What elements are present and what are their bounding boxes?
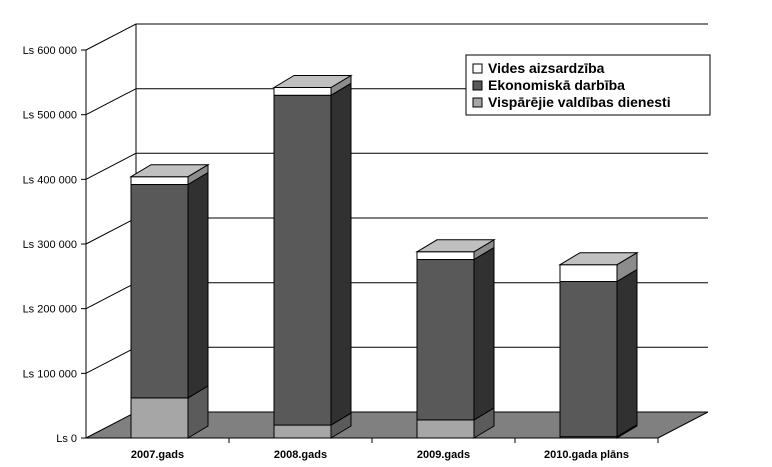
bar-top [129,164,210,178]
bar-front [416,419,475,439]
x-tick-label: 2007.gads [131,449,184,461]
bar-front [416,259,475,421]
bar-2010-gada-plans-vides-aizsardziba [558,251,639,283]
bar-top [415,239,496,253]
bar-2009-gads-vides-aizsardziba [415,238,496,261]
bar-front [273,87,332,96]
legend-box [465,54,711,116]
bar-top [272,75,353,88]
legend-swatch-visparejie-valdibas-dienesti [472,97,483,108]
bar-2008-gads-vides-aizsardziba [272,74,353,97]
y-tick-label: Ls 500 000 [23,110,77,122]
bar-front [559,281,618,438]
x-tick-label: 2008.gads [274,449,327,461]
bar-2010-gada-plans-ekonomiska-darbiba [559,268,638,438]
bar-2007-gads-vides-aizsardziba [129,163,210,186]
bar-side [616,268,638,438]
x-tick-labels: 2007.gads 2008.gads 2009.gads 2010.gada plā… [131,449,629,461]
y-tick-label: Ls 300 000 [23,239,77,251]
bar-2008-gads-ekonomiska-darbiba [273,82,352,426]
bar-front [559,264,618,283]
bar-front [130,397,189,439]
y-tick-label: Ls 200 000 [23,304,77,316]
bar-side [187,171,209,399]
bar-2008-gads-visparejie-valdibas-dienesti [273,412,352,439]
x-tick-label: 2010.gada plāns [544,449,629,461]
bar-front [273,424,332,439]
legend-label-visparejie-valdibas-dienesti: Vispārējie valdības dienesti [488,94,671,110]
legend-swatch-vides-aizsardziba [472,63,483,74]
x-tick-label: 2009.gads [417,449,470,461]
y-tick-label: Ls 600 000 [23,45,77,57]
y-tick-label: Ls 400 000 [23,174,77,186]
bar-front [273,94,332,426]
legend-swatch-ekonomiska-darbiba [472,80,483,91]
bar-side [330,82,352,426]
y-tick-labels: Ls 0 Ls 100 000 Ls 200 000 Ls 300 000 Ls 400… [23,45,77,445]
y-tick-label: Ls 0 [56,433,77,445]
bar-top [558,252,639,266]
bar-2007-gads-visparejie-valdibas-dienesti [130,385,209,439]
bar-2009-gads-visparejie-valdibas-dienesti [416,407,495,439]
bar-2007-gads-ekonomiska-darbiba [130,171,209,399]
y-tick-label: Ls 100 000 [23,368,77,380]
gridline [85,23,708,51]
bar-side [473,246,495,421]
bars [129,74,639,439]
legend-label-vides-aizsardziba: Vides aizsardzība [488,60,605,76]
bar-front [130,176,189,186]
bar-front [130,184,189,399]
bar-front [416,251,475,261]
legend-label-ekonomiska-darbiba: Ekonomiskā darbība [488,77,625,93]
bar-2009-gads-ekonomiska-darbiba [416,246,495,421]
